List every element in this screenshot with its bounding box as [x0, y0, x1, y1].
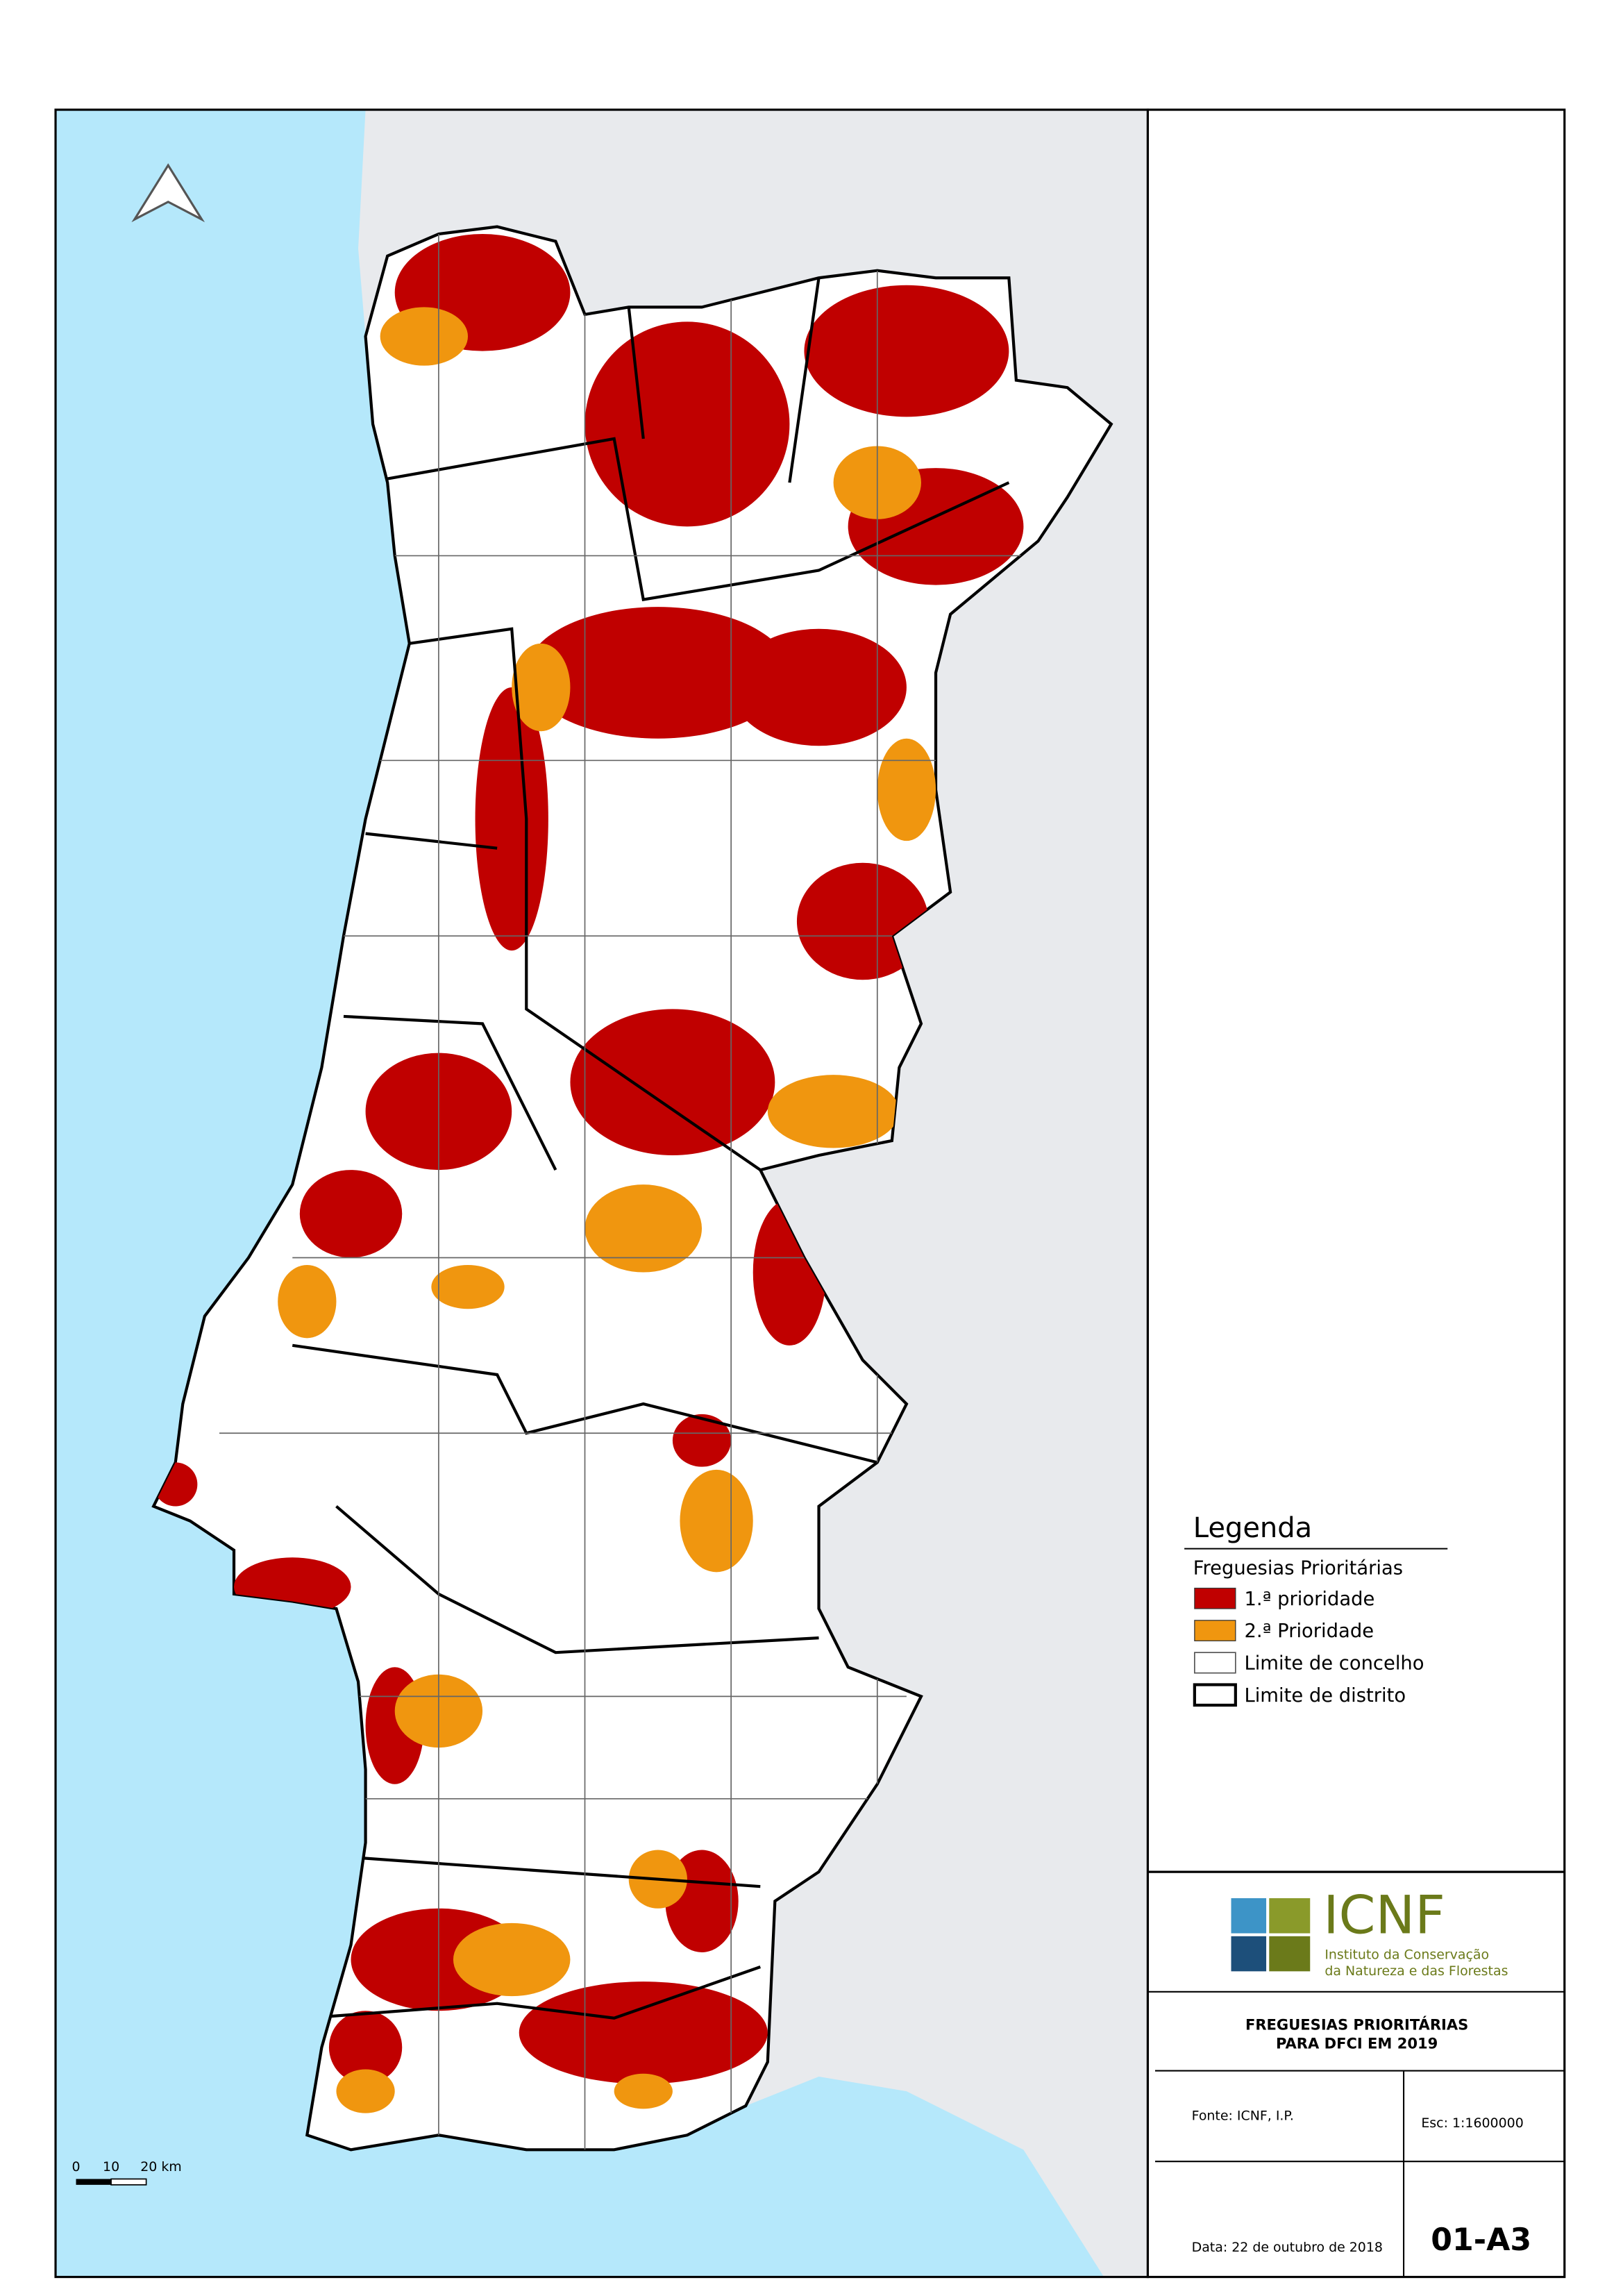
map-title: PARA DFCI EM 2019: [1276, 2035, 1438, 2052]
scale-label: 20 km: [140, 2159, 182, 2175]
map-scale: Esc: 1:1600000: [1421, 2115, 1523, 2131]
map-code: 01-A3: [1431, 2222, 1531, 2258]
scale-segment: [76, 2179, 112, 2185]
logo-square: [1269, 1898, 1311, 1934]
legend-item: 2.ª Prioridade: [1244, 1620, 1374, 1642]
logo-square: [1231, 1898, 1267, 1934]
legend-swatch: [1194, 1620, 1236, 1641]
scale-label: 10: [103, 2159, 119, 2175]
scale-segment: [110, 2178, 147, 2186]
legend-title: Legenda: [1193, 1512, 1312, 1544]
logo-square: [1269, 1936, 1311, 1972]
legend-swatch: [1194, 1652, 1236, 1674]
map-title: FREGUESIAS PRIORITÁRIAS: [1245, 2016, 1468, 2033]
logo-line: Instituto da Conservação: [1325, 1947, 1489, 1963]
legend-item: Limite de distrito: [1244, 1685, 1406, 1707]
date: Data: 22 de outubro de 2018: [1192, 2240, 1383, 2255]
logo-square: [1231, 1936, 1267, 1972]
side-panel: [1146, 108, 1566, 2279]
logo-name: ICNF: [1323, 1885, 1445, 1946]
source: Fonte: ICNF, I.P.: [1192, 2108, 1294, 2123]
scale-label: 0: [72, 2159, 80, 2175]
legend-item: Limite de concelho: [1244, 1653, 1424, 1675]
north-arrow: [131, 163, 205, 223]
logo-line: da Natureza e das Florestas: [1325, 1963, 1508, 1979]
legend-swatch: [1193, 1683, 1237, 1707]
legend-subtitle: Freguesias Prioritárias: [1193, 1558, 1403, 1579]
logo-icon: [1231, 1898, 1311, 1972]
scale-bar: 0 10 20 km: [72, 2159, 182, 2186]
sea: [56, 110, 1104, 2277]
legend-swatch: [1194, 1587, 1236, 1609]
legend-item: 1.ª prioridade: [1244, 1589, 1374, 1610]
